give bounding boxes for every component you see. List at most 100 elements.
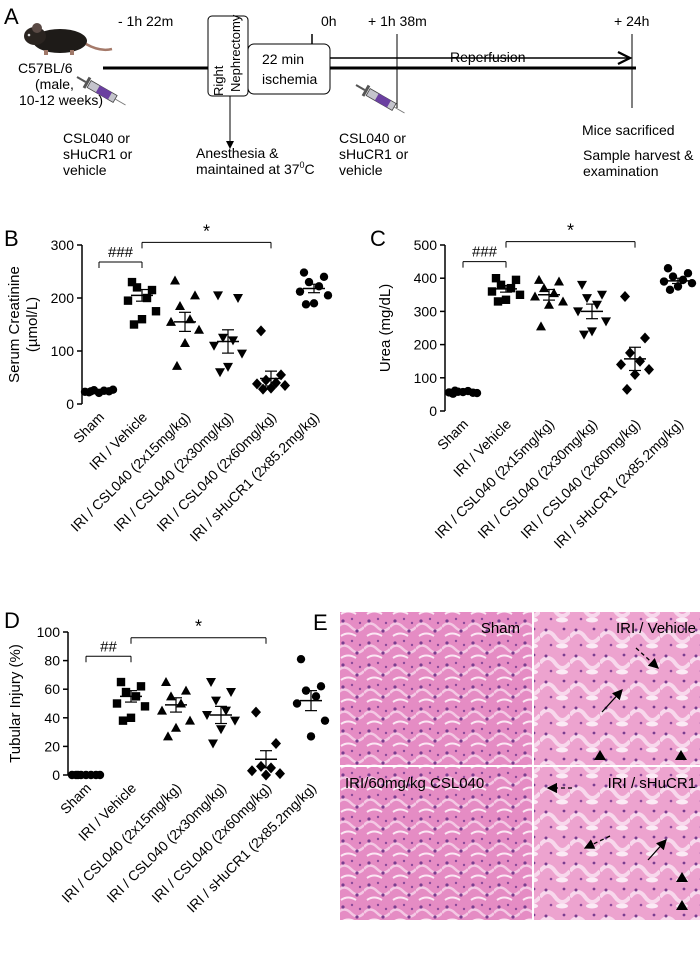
data-point <box>644 364 654 375</box>
data-point <box>280 379 290 391</box>
significance-label: ## <box>100 638 117 655</box>
data-point <box>536 321 546 331</box>
time-end-label: + 24h <box>614 13 649 29</box>
data-point <box>166 691 176 701</box>
reperfusion-label: Reperfusion <box>450 49 526 65</box>
data-point <box>616 359 626 371</box>
sacrificed-label: Mice sacrificed <box>582 122 675 138</box>
data-point <box>587 327 597 337</box>
data-point <box>163 731 173 741</box>
syringe-flange <box>361 84 371 97</box>
syringe-icon <box>355 84 405 114</box>
data-point <box>126 713 136 722</box>
mouse-foot <box>44 50 48 55</box>
data-point <box>215 368 225 378</box>
data-point <box>320 716 330 725</box>
data-point <box>539 283 549 293</box>
data-point <box>116 677 126 687</box>
data-point <box>323 291 333 300</box>
data-point <box>487 287 497 296</box>
data-point <box>172 360 182 370</box>
data-point <box>171 722 181 732</box>
data-point <box>170 275 180 285</box>
mouse-icon <box>24 23 113 55</box>
dose-pre-label: vehicle <box>63 162 107 178</box>
time-zero-label: 0h <box>321 13 337 29</box>
data-point <box>226 688 236 698</box>
data-point <box>577 280 587 290</box>
data-point <box>620 290 630 302</box>
time-plus-label: + 1h 38m <box>368 13 427 29</box>
dose-pre-label: CSL040 or <box>63 130 130 146</box>
data-point <box>256 760 266 772</box>
data-point <box>295 287 305 296</box>
data-point <box>247 765 257 777</box>
data-point <box>140 702 150 711</box>
y-axis-label: Serum Creatinine <box>6 266 23 383</box>
data-point <box>202 710 212 720</box>
panel-e-histology: E Sham IRI / Vehicle IRI/60mg/kg CSL040 IRI … <box>313 610 700 920</box>
mouse-body <box>33 29 87 53</box>
time-minus-label: - 1h 22m <box>118 13 173 29</box>
data-point <box>208 739 218 749</box>
y-axis-unit-label: (µmol/L) <box>24 297 41 352</box>
significance-label: ### <box>108 244 134 261</box>
histology-shucr1-label: IRI / sHuCR1 <box>608 775 696 792</box>
data-point <box>511 275 521 285</box>
data-point <box>151 307 161 316</box>
histology-vehicle-label: IRI / Vehicle <box>616 620 696 637</box>
mouse-tail <box>85 42 113 52</box>
data-point <box>176 698 186 708</box>
data-point <box>230 716 240 726</box>
dashed-arrow <box>635 647 659 669</box>
data-point <box>216 725 226 735</box>
data-point <box>309 299 319 308</box>
data-point <box>496 280 506 290</box>
y-tick-label: 0 <box>66 396 74 412</box>
data-point <box>579 330 589 340</box>
data-point <box>147 285 157 295</box>
y-tick-label: 100 <box>414 370 438 386</box>
mouse-ear <box>32 23 42 33</box>
harvest-label-1: Sample harvest & <box>583 147 694 163</box>
strain-sex-label: (male, <box>35 76 74 92</box>
data-point <box>319 272 329 281</box>
data-point <box>558 296 568 306</box>
data-point <box>181 685 191 695</box>
data-point <box>292 699 302 708</box>
data-point <box>678 275 688 285</box>
data-point <box>95 770 105 780</box>
data-point <box>157 705 167 715</box>
data-point <box>301 300 311 309</box>
data-point <box>185 715 195 725</box>
anesthesia-label-1: Anesthesia & <box>196 145 279 161</box>
data-point <box>530 291 540 301</box>
data-point <box>601 317 611 327</box>
anesthesia-superscript: 0 <box>300 160 305 170</box>
histology-vehicle-image <box>534 612 700 765</box>
y-tick-label: 300 <box>51 237 75 253</box>
data-point <box>237 349 247 359</box>
solid-arrow <box>601 689 623 713</box>
mouse-eye <box>27 33 31 37</box>
y-tick-label: 200 <box>51 290 75 306</box>
y-tick-label: 100 <box>51 343 75 359</box>
data-point <box>635 355 645 367</box>
y-axis-label: Urea (mg/dL) <box>377 284 394 372</box>
arrowhead-marker <box>676 900 688 910</box>
y-axis-label: Tubular Injury (%) <box>7 644 24 763</box>
panel-letter-b: B <box>4 226 19 251</box>
data-point <box>136 682 146 691</box>
y-tick-label: 0 <box>429 403 437 419</box>
histology-sham-label: Sham <box>481 620 520 637</box>
y-tick-label: 200 <box>414 337 438 353</box>
nephrectomy-label-1: Right <box>211 65 226 96</box>
data-point <box>597 290 607 300</box>
significance-label: ### <box>472 244 498 261</box>
data-point <box>311 692 321 701</box>
data-point <box>683 269 693 278</box>
data-point <box>687 278 697 288</box>
significance-label: * <box>567 221 574 241</box>
panel-letter-d: D <box>4 608 20 633</box>
data-point <box>673 282 683 291</box>
